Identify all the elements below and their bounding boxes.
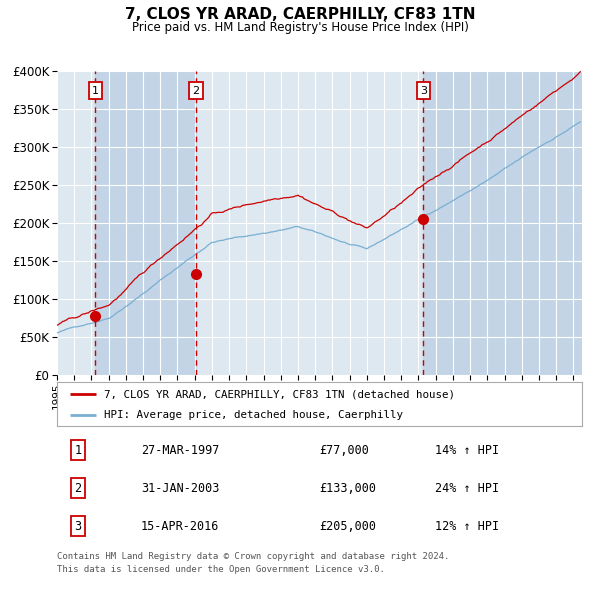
Text: 1: 1 [74, 444, 82, 457]
Text: £133,000: £133,000 [320, 481, 377, 495]
Text: 31-JAN-2003: 31-JAN-2003 [141, 481, 220, 495]
Text: 14% ↑ HPI: 14% ↑ HPI [435, 444, 499, 457]
Text: 7, CLOS YR ARAD, CAERPHILLY, CF83 1TN (detached house): 7, CLOS YR ARAD, CAERPHILLY, CF83 1TN (d… [104, 389, 455, 399]
Text: 3: 3 [420, 86, 427, 96]
Text: £205,000: £205,000 [320, 520, 377, 533]
Text: HPI: Average price, detached house, Caerphilly: HPI: Average price, detached house, Caer… [104, 410, 403, 420]
Text: 2: 2 [74, 481, 82, 495]
Text: 3: 3 [74, 520, 82, 533]
Text: 27-MAR-1997: 27-MAR-1997 [141, 444, 220, 457]
Text: 1: 1 [92, 86, 99, 96]
Text: 24% ↑ HPI: 24% ↑ HPI [435, 481, 499, 495]
Bar [424, 71, 582, 375]
Text: 15-APR-2016: 15-APR-2016 [141, 520, 220, 533]
Text: 12% ↑ HPI: 12% ↑ HPI [435, 520, 499, 533]
Text: 2: 2 [193, 86, 200, 96]
Text: Contains HM Land Registry data © Crown copyright and database right 2024.: Contains HM Land Registry data © Crown c… [57, 552, 449, 560]
Text: Price paid vs. HM Land Registry's House Price Index (HPI): Price paid vs. HM Land Registry's House … [131, 21, 469, 34]
Bar [95, 71, 196, 375]
Text: 7, CLOS YR ARAD, CAERPHILLY, CF83 1TN: 7, CLOS YR ARAD, CAERPHILLY, CF83 1TN [125, 7, 475, 22]
Text: This data is licensed under the Open Government Licence v3.0.: This data is licensed under the Open Gov… [57, 565, 385, 573]
Text: £77,000: £77,000 [320, 444, 370, 457]
